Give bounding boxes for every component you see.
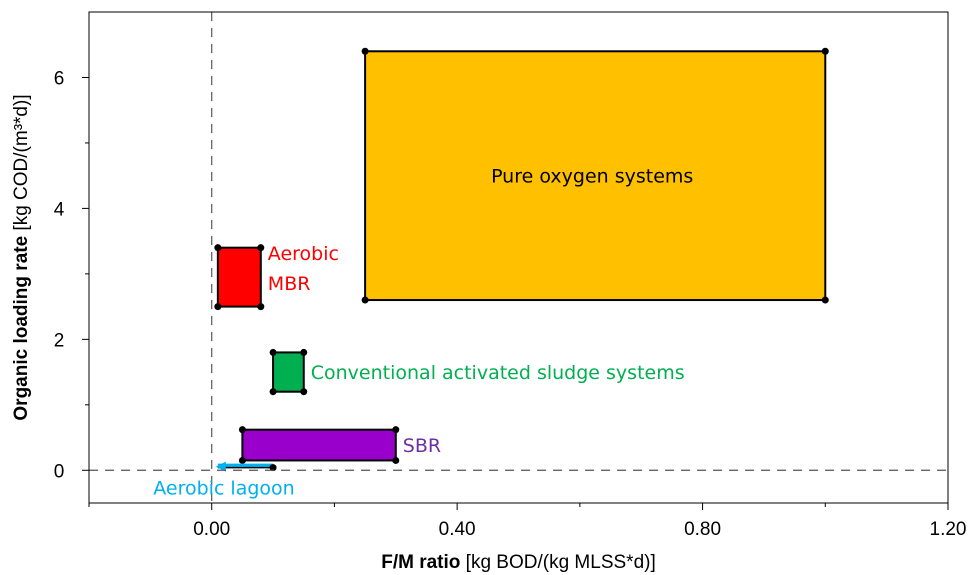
region-aerobic-lagoon-arrowhead <box>215 461 226 472</box>
region-pure-oxygen-systems-marker <box>361 296 369 304</box>
region-aerobic-mbr-marker <box>257 244 265 252</box>
region-label-conventional-activated-sludge-systems: Conventional activated sludge systems <box>311 362 685 384</box>
region-pure-oxygen-systems-marker <box>821 296 829 304</box>
region-sbr-marker <box>238 456 246 464</box>
region-label-aerobic-lagoon: Aerobic lagoon <box>153 478 294 500</box>
x-tick-label: 1.20 <box>930 519 967 540</box>
region-labels: Pure oxygen systems Aerobic MBR Conventiona… <box>153 166 693 500</box>
x-tick-label: 0.00 <box>193 519 230 540</box>
region-conventional-activated-sludge-systems-marker <box>269 388 277 396</box>
y-tick-label: 6 <box>54 68 65 89</box>
region-conventional-activated-sludge-systems-marker <box>269 348 277 356</box>
region-sbr-marker <box>392 426 400 434</box>
region-conventional-activated-sludge-systems-marker <box>300 348 308 356</box>
y-tick-label: 2 <box>54 330 65 351</box>
region-label-sbr: SBR <box>403 435 441 457</box>
region-conventional-activated-sludge-systems-marker <box>300 388 308 396</box>
reference-lines <box>89 12 948 503</box>
region-pure-oxygen-systems-marker <box>361 47 369 55</box>
region-aerobic-lagoon-marker <box>269 464 277 472</box>
region-pure-oxygen-systems <box>364 50 827 302</box>
plot-frame <box>88 11 949 504</box>
y-tick-label: 0 <box>54 461 65 482</box>
region-label-pure-oxygen-systems: Pure oxygen systems <box>491 166 693 188</box>
y-axis-title-unit: [kg COD/(m³*d)] <box>11 94 32 235</box>
y-axis-title: Organic loading rate [kg COD/(m³*d)] <box>11 94 32 420</box>
x-axis-title: F/M ratio [kg BOD/(kg MLSS*d)] <box>381 552 656 573</box>
region-aerobic-mbr <box>216 246 262 308</box>
x-tick-label: 0.40 <box>439 519 476 540</box>
region-pure-oxygen-systems-marker <box>821 47 829 55</box>
region-label-aerobic-mbr: Aerobic <box>268 243 339 265</box>
region-aerobic-mbr-marker <box>214 303 222 311</box>
axis-ticks: 0.00 0.40 0.80 1.20 0 2 4 6 <box>54 68 967 540</box>
regions-layer <box>214 47 829 472</box>
region-sbr-marker <box>392 456 400 464</box>
y-tick-label: 4 <box>54 199 65 220</box>
region-aerobic-mbr-marker <box>214 244 222 252</box>
region-sbr <box>241 428 397 462</box>
y-axis-title-bold: Organic loading rate <box>11 236 32 421</box>
region-aerobic-mbr-marker <box>257 303 265 311</box>
region-sbr-marker <box>238 426 246 434</box>
region-conventional-activated-sludge-systems <box>272 351 305 393</box>
x-tick-label: 0.80 <box>684 519 721 540</box>
x-axis-title-bold: F/M ratio <box>381 552 460 573</box>
region-label-aerobic-mbr: MBR <box>268 273 311 295</box>
x-axis-title-unit: [kg BOD/(kg MLSS*d)] <box>460 552 655 573</box>
